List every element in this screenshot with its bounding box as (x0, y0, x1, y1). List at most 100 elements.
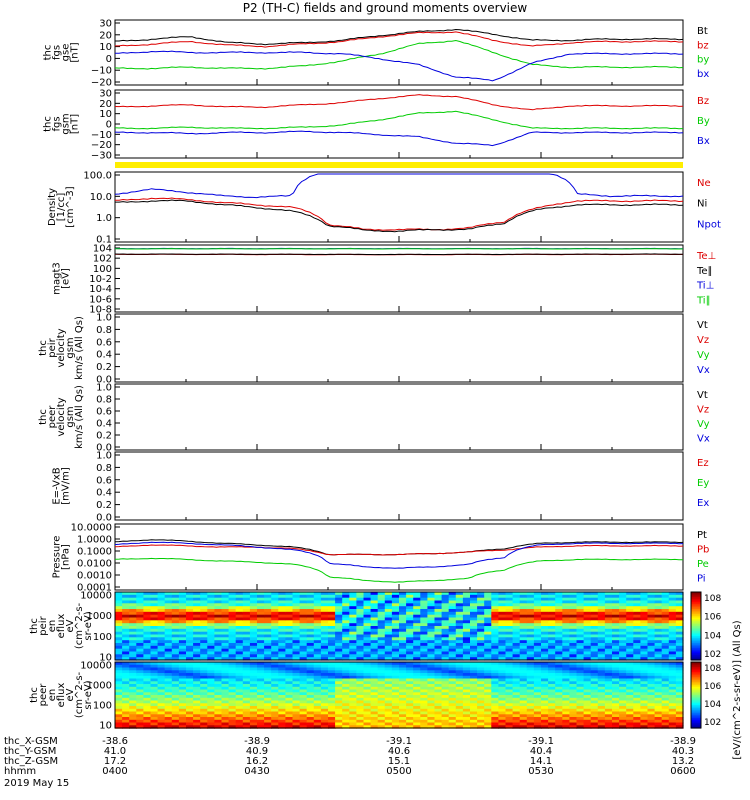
spec-cell (143, 670, 152, 674)
spec-cell (193, 637, 201, 641)
spec-cell (328, 637, 336, 641)
spec-cell (604, 714, 613, 718)
spec-cell (619, 637, 627, 641)
spec-cell (555, 695, 563, 699)
spec-cell (221, 714, 230, 718)
spec-cell (242, 643, 251, 647)
spec-cell (129, 620, 137, 624)
spec-cell (171, 603, 180, 607)
spec-cell (306, 662, 315, 666)
spec-cell (533, 703, 542, 707)
spec-cell (470, 637, 478, 641)
spec-cell (306, 637, 315, 641)
spec-cell (115, 689, 123, 693)
spec-cell (441, 592, 450, 596)
spec-cell (612, 673, 620, 677)
spec-cell (242, 640, 251, 644)
spec-cell (512, 664, 521, 669)
spec-cell (533, 673, 542, 677)
spec-cell (136, 640, 144, 644)
spec-cell (391, 603, 400, 607)
spec-cell (356, 606, 365, 610)
spec-cell (675, 697, 684, 702)
spec-cell (562, 689, 570, 693)
spec-cell (477, 634, 485, 638)
spec-cell (477, 714, 485, 718)
spec-cell (207, 597, 215, 602)
spec-cell (214, 703, 223, 707)
spec-cell (171, 681, 180, 685)
spec-cell (434, 648, 443, 653)
spec-cell (562, 648, 570, 653)
spec-cell (633, 667, 641, 671)
spec-cell (541, 675, 549, 680)
spec-cell (533, 689, 542, 693)
spec-cell (484, 620, 492, 624)
spec-cell (363, 643, 372, 647)
spec-cell (505, 654, 514, 658)
spec-cell (328, 614, 336, 619)
spec-cell (171, 673, 180, 677)
spec-cell (391, 722, 400, 726)
spec-cell (150, 654, 159, 658)
spec-cell (619, 695, 627, 699)
spec-cell (370, 719, 379, 724)
spec-cell (115, 722, 123, 726)
spec-cell (157, 597, 166, 602)
spec-cell (548, 614, 556, 619)
spec-cell (320, 675, 329, 680)
spec-cell (640, 664, 649, 669)
spec-cell (519, 620, 528, 624)
spec-cell (462, 637, 471, 641)
spec-cell (576, 634, 585, 638)
spec-cell (178, 697, 187, 702)
spec-cell (115, 717, 123, 721)
spec-cell (193, 614, 201, 619)
spec-cell (335, 706, 343, 710)
spec-cell (477, 689, 485, 693)
spec-cell (122, 662, 130, 666)
spec-cell (661, 708, 670, 713)
spec-cell (328, 667, 336, 671)
spec-cell (313, 594, 322, 599)
spec-cell (413, 714, 421, 718)
spec-cell (313, 684, 322, 688)
spec-cell (122, 700, 130, 704)
spec-cell (583, 651, 592, 655)
spec-cell (335, 711, 343, 715)
spec-cell (342, 686, 350, 691)
y-axis-label: [mV/m] (61, 467, 72, 505)
spec-cell (306, 600, 315, 604)
spec-cell (221, 675, 230, 680)
spec-cell (335, 600, 343, 604)
colorbar-bottom-cell (691, 675, 701, 678)
spec-cell (214, 645, 223, 650)
spec-cell (441, 606, 450, 610)
spec-cell (384, 594, 393, 599)
spec-cell (484, 657, 492, 661)
spec-cell (235, 626, 244, 630)
spec-cell (505, 651, 514, 655)
spec-cell (200, 654, 208, 658)
spec-cell (640, 703, 649, 707)
spec-cell (562, 678, 570, 682)
y-axis-label: peer (47, 405, 58, 429)
spec-cell (249, 592, 258, 596)
spec-cell (342, 648, 350, 653)
spec-cell (413, 686, 421, 691)
colorbar-bottom-cell (691, 721, 701, 724)
spec-cell (249, 697, 258, 702)
y-axis-label: gse (61, 44, 72, 62)
spec-cell (470, 648, 478, 653)
spec-cell (448, 717, 457, 721)
spec-cell (299, 645, 308, 650)
spec-cell (122, 695, 130, 699)
spec-cell (391, 706, 400, 710)
spec-cell (583, 623, 592, 627)
spec-cell (434, 708, 443, 713)
spec-cell (441, 623, 450, 627)
spec-cell (320, 643, 329, 647)
spec-cell (306, 620, 315, 624)
spec-cell (285, 645, 294, 650)
spec-cell (115, 594, 123, 599)
